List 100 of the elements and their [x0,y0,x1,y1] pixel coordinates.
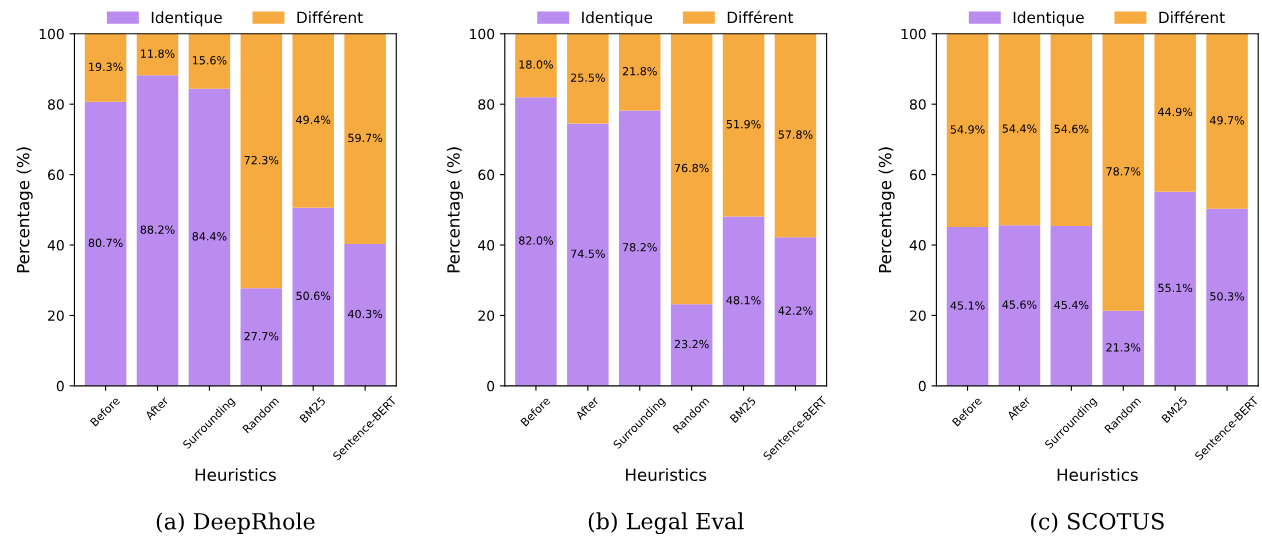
data-label: 19.3% [89,62,123,71]
data-label: 50.6% [296,291,331,301]
data-label: 23.2% [674,339,709,349]
data-label: 42.2% [778,306,813,315]
bar [998,225,1041,386]
text: (a) DeepRhole [156,512,315,534]
data-label: 21.8% [622,66,657,76]
bar [188,88,231,386]
bar [1154,33,1196,192]
y-tick-label: 0 [56,380,64,392]
data-label: 45.1% [950,301,985,310]
data-label: 49.4% [296,115,331,124]
data-label: 76.8% [674,163,709,173]
bar [1102,310,1145,386]
bar [240,33,283,289]
bar [774,33,817,238]
bar [618,110,661,386]
y-tick-label: 40 [909,240,926,251]
legend-label: Différent [727,10,794,24]
bar [1206,33,1248,209]
legend-label: Différent [297,10,363,24]
bar [998,33,1041,226]
y-tick-label: 100 [470,28,495,40]
bar [567,123,609,386]
bar [946,33,989,228]
y-tick-label: 20 [48,310,64,321]
y-tick-label: 0 [918,380,926,392]
data-label: 49.7% [1209,116,1245,125]
data-label: 54.4% [1002,124,1037,133]
y-tick-label: 40 [478,240,495,251]
y-tick-label: 100 [901,28,926,40]
bar [292,33,334,208]
bar [344,33,386,244]
bar [84,33,127,102]
legend-label: Différent [1159,10,1225,24]
y-tick-label: 20 [910,310,926,321]
y-axis-title: Percentage (%) [878,147,895,273]
data-label: 15.6% [192,56,227,65]
data-label: 78.7% [1106,167,1141,176]
bar [722,216,765,386]
data-label: 21.3% [1106,343,1141,352]
legend-label: Identique [1013,11,1084,27]
bar [722,33,765,217]
data-label: 25.5% [571,73,605,82]
data-label: 40.3% [348,309,383,319]
y-tick-label: 20 [478,310,495,321]
bar [188,33,231,89]
bar [240,288,283,386]
data-label: 88.2% [140,225,175,234]
data-label: 78.2% [623,243,657,252]
y-tick-label: 0 [487,380,495,392]
bar [292,207,334,386]
data-label: 18.0% [519,60,553,69]
bar [670,33,713,305]
bar [515,33,557,98]
y-tick-label: 60 [48,169,64,181]
y-axis-title: Percentage (%) [446,147,464,273]
y-tick-label: 40 [47,240,64,251]
y-tick-label: 60 [909,169,926,181]
data-label: 51.9% [726,119,761,129]
x-axis-title: Heuristics [195,468,276,482]
bar [1050,33,1093,227]
data-label: 48.1% [726,296,761,305]
y-tick-label: 80 [478,99,495,110]
bar [670,304,713,386]
bar [344,243,386,386]
legend-label: Identique [582,11,653,27]
data-label: 74.5% [571,249,605,258]
y-tick-label: 80 [48,99,64,110]
y-tick-label: 80 [909,99,926,110]
bar [515,97,557,386]
y-tick-label: 100 [39,28,64,40]
data-label: 45.4% [1054,300,1089,310]
data-label: 44.9% [1158,107,1193,117]
data-label: 84.4% [192,232,227,241]
bar [84,101,127,386]
bar [136,75,179,386]
data-label: 11.8% [141,49,175,58]
y-tick-label: 60 [478,169,495,181]
bar [774,237,817,386]
bar [136,33,179,76]
data-label: 27.7% [244,331,279,341]
legend-label: Identique [151,11,222,27]
data-label: 50.3% [1210,292,1245,301]
text: (c) SCOTUS [1031,512,1164,533]
data-label: 54.9% [950,125,985,134]
bar [1206,208,1248,386]
bar [946,227,989,386]
data-label: 80.7% [88,238,123,248]
data-label: 82.0% [519,236,553,245]
text: (b) Legal Eval [588,512,744,535]
bar [567,33,609,124]
data-label: 55.1% [1158,283,1193,293]
bar [618,33,661,111]
data-label: 57.8% [778,130,813,139]
data-label: 45.6% [1002,300,1037,309]
data-label: 59.7% [348,133,383,143]
data-label: 72.3% [244,155,279,165]
data-label: 54.6% [1054,124,1089,134]
bar [1154,191,1196,386]
